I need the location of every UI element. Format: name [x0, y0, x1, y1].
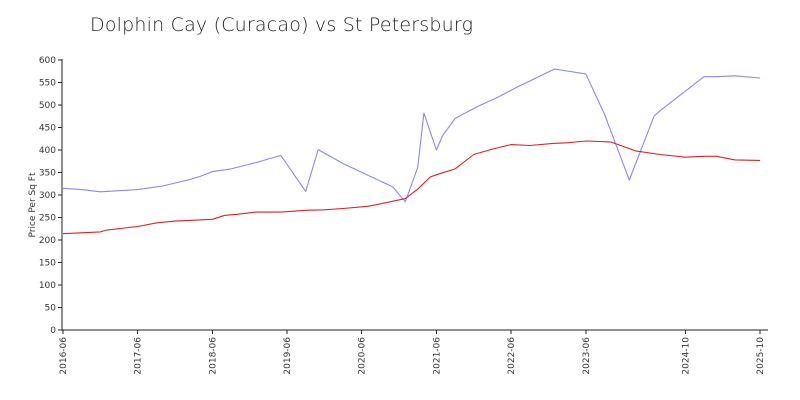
y-tick-label: 400	[39, 146, 56, 156]
y-tick-label: 0	[50, 326, 56, 336]
y-tick-label: 350	[39, 169, 56, 179]
x-tick-label: 2025-10	[756, 337, 766, 375]
x-ticks: 2016-06 2017-06 2018-06 2019-06 2020-06 2021-…	[59, 330, 766, 375]
series-line-2	[62, 140, 761, 235]
x-tick-label: 2016-06	[59, 337, 69, 375]
y-tick-label: 150	[39, 259, 56, 269]
y-ticks: 0 50 100 150 200 250 300 350 400 450 500 550 600	[39, 56, 62, 336]
y-tick-label: 300	[39, 191, 56, 201]
y-tick-label: 600	[39, 56, 56, 66]
y-tick-label: 200	[39, 236, 56, 246]
y-tick-label: 450	[39, 124, 56, 134]
y-tick-label: 100	[39, 281, 56, 291]
x-tick-label: 2023-06	[582, 337, 592, 375]
axes	[61, 59, 768, 331]
chart-title: Dolphin Cay (Curacao) vs St Petersburg	[90, 14, 474, 36]
x-tick-label: 2022-06	[507, 337, 517, 375]
series-line-1	[62, 68, 761, 203]
y-tick-label: 50	[45, 304, 57, 314]
x-tick-label: 2018-06	[208, 337, 218, 375]
x-tick-label: 2020-06	[358, 337, 368, 375]
x-tick-label: 2021-06	[432, 337, 442, 375]
y-tick-label: 500	[39, 101, 56, 111]
y-axis-label: Price Per Sq Ft	[28, 172, 38, 237]
x-tick-label: 2019-06	[283, 337, 293, 375]
x-tick-label: 2017-06	[134, 337, 144, 375]
x-tick-label: 2024-10	[681, 337, 691, 375]
y-tick-label: 250	[39, 214, 56, 224]
series-lines	[62, 68, 761, 235]
y-tick-label: 550	[39, 79, 56, 89]
